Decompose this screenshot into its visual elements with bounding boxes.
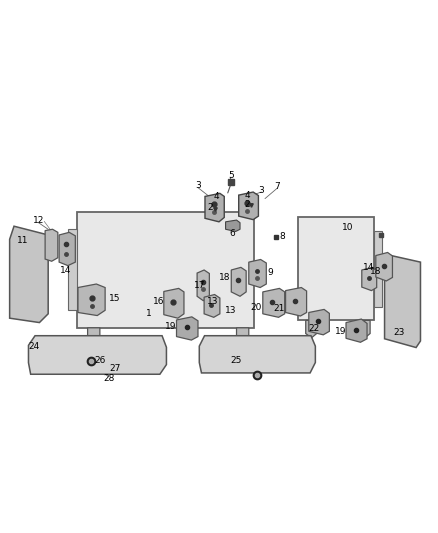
Text: 24: 24	[28, 342, 40, 351]
Text: 8: 8	[279, 232, 286, 241]
Polygon shape	[199, 336, 315, 373]
Text: 12: 12	[33, 216, 44, 225]
Text: 28: 28	[103, 374, 114, 383]
Text: 17: 17	[194, 281, 205, 290]
Text: 13: 13	[225, 306, 236, 315]
Text: 27: 27	[109, 364, 120, 373]
Text: 4: 4	[214, 192, 219, 201]
Text: 25: 25	[230, 356, 241, 365]
Polygon shape	[226, 220, 240, 231]
Text: 13: 13	[207, 297, 218, 306]
Polygon shape	[298, 217, 374, 320]
Text: 4: 4	[245, 191, 250, 200]
Polygon shape	[88, 328, 100, 350]
Text: 11: 11	[17, 236, 28, 245]
Text: 5: 5	[228, 171, 234, 180]
Text: 15: 15	[109, 294, 120, 303]
Polygon shape	[359, 320, 370, 338]
Polygon shape	[237, 328, 249, 350]
Text: 16: 16	[153, 296, 164, 305]
Text: 9: 9	[268, 268, 274, 277]
Polygon shape	[376, 253, 392, 281]
Text: 14: 14	[363, 263, 374, 272]
Text: 2: 2	[245, 200, 250, 209]
Text: 3: 3	[195, 181, 201, 190]
Polygon shape	[59, 232, 75, 265]
Text: 26: 26	[94, 356, 106, 365]
Polygon shape	[306, 320, 317, 338]
Text: 10: 10	[342, 223, 353, 232]
Text: 21: 21	[274, 304, 285, 313]
Text: 7: 7	[274, 182, 280, 191]
Polygon shape	[263, 288, 285, 317]
Polygon shape	[10, 226, 48, 322]
Polygon shape	[28, 336, 166, 374]
Polygon shape	[164, 288, 184, 318]
Polygon shape	[309, 310, 329, 335]
Text: 6: 6	[229, 229, 235, 238]
Text: 1: 1	[146, 309, 152, 318]
Text: 19: 19	[335, 327, 346, 336]
Polygon shape	[362, 268, 377, 290]
Polygon shape	[231, 268, 246, 296]
Polygon shape	[68, 229, 77, 310]
Polygon shape	[197, 270, 209, 301]
Polygon shape	[374, 231, 382, 307]
Text: 22: 22	[309, 324, 320, 333]
Polygon shape	[77, 212, 254, 328]
Polygon shape	[78, 284, 105, 316]
Text: 23: 23	[393, 328, 404, 337]
Polygon shape	[205, 193, 224, 222]
Polygon shape	[249, 260, 266, 287]
Text: 14: 14	[60, 266, 71, 276]
Polygon shape	[45, 229, 58, 261]
Polygon shape	[385, 255, 420, 348]
Polygon shape	[286, 287, 307, 316]
Text: 3: 3	[258, 186, 265, 195]
Text: 2: 2	[208, 203, 213, 212]
Text: 19: 19	[165, 322, 177, 332]
Polygon shape	[204, 295, 220, 317]
Text: 20: 20	[251, 303, 262, 312]
Polygon shape	[346, 319, 367, 342]
Polygon shape	[239, 192, 258, 220]
Text: 18: 18	[219, 272, 231, 281]
Text: 18: 18	[370, 267, 381, 276]
Polygon shape	[177, 317, 198, 340]
